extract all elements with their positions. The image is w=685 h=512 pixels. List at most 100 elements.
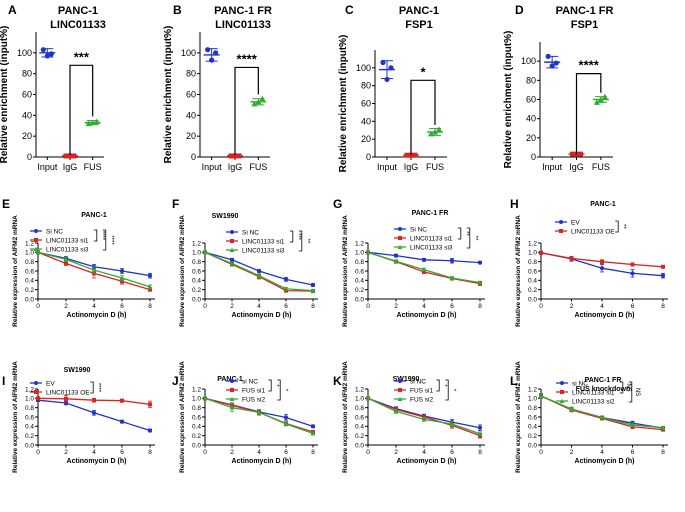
significance-bracket bbox=[102, 229, 107, 251]
y-tick-label: 0.8 bbox=[355, 405, 364, 412]
data-point bbox=[477, 260, 483, 265]
significance-label: * bbox=[450, 389, 456, 392]
data-point bbox=[422, 269, 426, 274]
x-tick-label: 4 bbox=[92, 303, 96, 310]
y-tick-label: 0.6 bbox=[528, 414, 537, 421]
legend-marker bbox=[229, 247, 235, 252]
data-point bbox=[630, 271, 635, 276]
series-line bbox=[204, 251, 314, 286]
data-point bbox=[393, 409, 399, 414]
y-tick-label: 0.6 bbox=[355, 414, 364, 421]
legend-label: si NC bbox=[242, 378, 258, 385]
data-point bbox=[599, 415, 605, 420]
data-point bbox=[421, 257, 427, 262]
data-point bbox=[259, 95, 266, 102]
legend-marker bbox=[33, 246, 39, 251]
significance-bracket bbox=[90, 381, 94, 394]
data-point bbox=[147, 428, 153, 433]
panel-g: G 0.0 0.2 0.4 0.6 0.8 1.0 1.2 Relative expressio… bbox=[333, 197, 485, 327]
significance-bracket bbox=[619, 381, 624, 394]
chart-title: FSP1 bbox=[405, 19, 433, 31]
data-point bbox=[553, 60, 559, 66]
y-tick-label: 0.4 bbox=[355, 278, 364, 285]
x-tick-label: 0 bbox=[36, 303, 40, 310]
data-point bbox=[449, 275, 455, 280]
data-point bbox=[545, 53, 551, 59]
legend-marker bbox=[559, 229, 563, 233]
data-point bbox=[120, 279, 124, 284]
y-axis-label: Relative expression of AIFM2 mRNA bbox=[342, 215, 349, 327]
legend-label: LINC01133 si1 bbox=[242, 238, 285, 245]
data-point bbox=[236, 153, 242, 159]
significance-label: * bbox=[441, 384, 447, 387]
legend-marker bbox=[34, 390, 38, 394]
y-tick-label: 0.8 bbox=[355, 259, 364, 266]
legend-label: LINC01133 si1 bbox=[572, 389, 615, 396]
significance-bracket bbox=[234, 66, 259, 155]
y-tick-label: 100 bbox=[356, 63, 371, 73]
y-tick-label: 0.4 bbox=[25, 278, 34, 285]
y-tick-label: 0.4 bbox=[25, 424, 34, 431]
data-point bbox=[67, 153, 73, 159]
y-tick-label: 0.0 bbox=[192, 442, 201, 449]
data-point bbox=[256, 268, 262, 274]
legend-marker bbox=[230, 239, 234, 243]
x-tick-label: 4 bbox=[257, 449, 261, 456]
legend-label: si NC bbox=[572, 380, 588, 387]
data-point bbox=[569, 406, 574, 412]
significance-label: ** bbox=[620, 224, 626, 229]
x-axis-label: Actinomycin D (h) bbox=[575, 312, 635, 319]
panel-letter: D bbox=[515, 3, 524, 17]
panel-k: K 0.0 0.2 0.4 0.6 0.8 1.0 1.2 Relative expressio… bbox=[333, 361, 485, 473]
x-tick-label: Input bbox=[202, 162, 223, 172]
data-point bbox=[310, 282, 316, 288]
panel-i: I 0.0 0.2 0.4 0.6 0.8 1.0 1.2 Relative expressio… bbox=[2, 361, 155, 473]
x-tick-label: 2 bbox=[394, 303, 398, 310]
x-tick-label: 8 bbox=[148, 303, 152, 310]
x-axis-label: Actinomycin D (h) bbox=[232, 312, 292, 319]
x-tick-label: 2 bbox=[570, 449, 574, 456]
y-tick-label: 0.4 bbox=[355, 424, 364, 431]
data-point bbox=[44, 53, 50, 59]
x-axis-label: Actinomycin D (h) bbox=[575, 458, 635, 465]
data-point bbox=[283, 277, 289, 282]
x-tick-label: FUS bbox=[426, 162, 444, 172]
y-tick-label: 0.2 bbox=[192, 433, 201, 440]
significance-bracket bbox=[268, 379, 272, 392]
legend-marker bbox=[34, 381, 38, 385]
y-tick-label: 1.2 bbox=[25, 386, 34, 393]
data-point bbox=[549, 63, 555, 69]
data-point bbox=[93, 118, 100, 125]
y-tick-label: 0.8 bbox=[192, 405, 201, 412]
significance-label: * bbox=[273, 384, 279, 387]
x-tick-label: 4 bbox=[422, 303, 426, 310]
data-point bbox=[40, 47, 46, 53]
data-point bbox=[64, 396, 68, 401]
x-tick-label: 8 bbox=[661, 303, 665, 310]
data-point bbox=[449, 421, 455, 426]
y-tick-label: 0.2 bbox=[528, 433, 537, 440]
chart-title: SW1990 bbox=[64, 367, 91, 374]
significance-label: ** bbox=[463, 231, 469, 236]
data-point bbox=[228, 153, 234, 159]
panel-f: F 0.0 0.2 0.4 0.6 0.8 1.0 1.2 Relative expressio… bbox=[172, 197, 318, 327]
data-point bbox=[213, 50, 219, 56]
data-point bbox=[92, 398, 96, 403]
data-point bbox=[63, 153, 69, 159]
y-tick-label: 0.6 bbox=[192, 268, 201, 275]
data-point bbox=[477, 280, 483, 285]
y-axis-label: Relative expression of AIFM2 mRNA bbox=[342, 361, 349, 473]
legend-label: FUS si1 bbox=[410, 387, 434, 394]
panel-letter: F bbox=[172, 197, 179, 211]
x-tick-label: 6 bbox=[120, 303, 124, 310]
y-tick-label: 40 bbox=[22, 110, 32, 120]
y-tick-label: 0.8 bbox=[25, 259, 34, 266]
data-point bbox=[35, 249, 41, 255]
y-tick-label: 0.0 bbox=[528, 296, 537, 303]
significance-label: **** bbox=[237, 51, 258, 66]
x-tick-label: 8 bbox=[311, 303, 315, 310]
x-tick-label: 0 bbox=[366, 303, 370, 310]
y-axis-label: Relative expression of AIFM2 mRNA bbox=[12, 215, 19, 327]
x-tick-label: 0 bbox=[366, 449, 370, 456]
significance-label: ** bbox=[304, 239, 310, 244]
